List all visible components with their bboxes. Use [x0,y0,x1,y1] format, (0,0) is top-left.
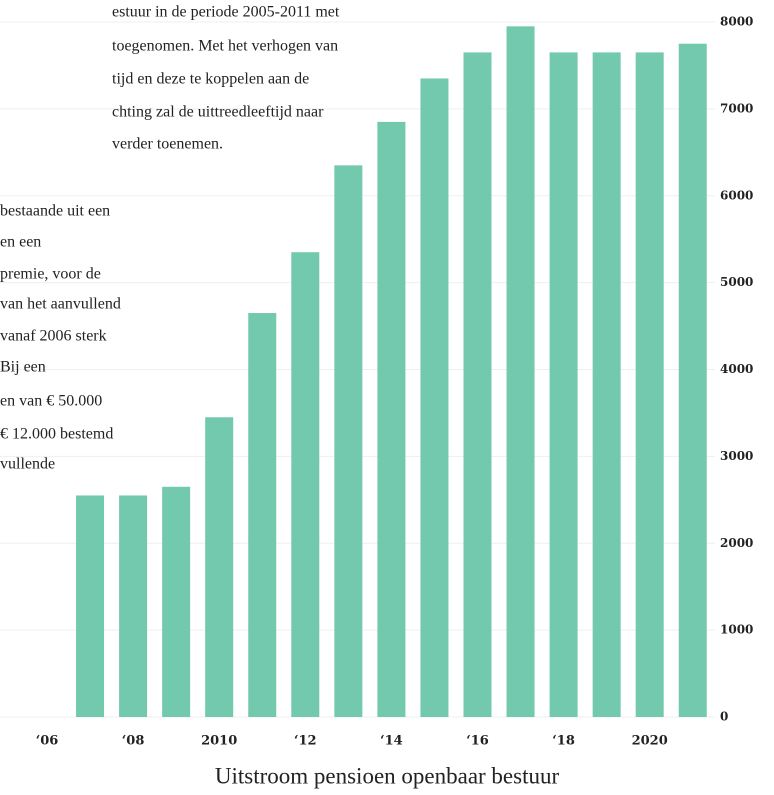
bar [549,52,578,717]
x-tick-label: 2010 [201,734,237,749]
y-tick-label: 4000 [720,362,753,376]
chart-title: Uitstroom pensioen openbaar bestuur [215,763,560,788]
bar [205,417,234,717]
x-tick-label: ‘06 [36,734,59,749]
annotation: € 12.000 bestemd [0,426,113,443]
bar [248,313,277,717]
x-tick-label: ‘18 [552,734,575,749]
bar [635,52,664,717]
y-tick-label: 7000 [720,101,753,115]
bar [291,252,320,717]
annotation: bestaande uit een [0,203,110,220]
bar [76,495,105,717]
annotation: estuur in de periode 2005-2011 met [112,4,340,21]
bar [592,52,621,717]
bar [162,486,191,717]
annotation: tijd en deze te koppelen aan de [112,71,309,88]
annotation: vanaf 2006 sterk [0,328,107,345]
annotation: chting zal de uittreedleeftijd naar [112,104,324,121]
bar [334,165,363,717]
annotation: toegenomen. Met het verhogen van [112,38,338,55]
bar [420,78,449,717]
bar [463,52,492,717]
y-tick-label: 6000 [720,188,753,202]
y-tick-label: 2000 [720,536,753,550]
y-tick-label: 0 [720,710,728,724]
x-tick-label: ‘14 [380,734,403,749]
annotation: en van € 50.000 [0,393,102,410]
annotation: premie, voor de [0,266,101,283]
x-tick-label: ‘12 [294,734,317,749]
annotation: vullende [0,456,55,473]
bar [119,495,148,717]
bar [506,26,535,717]
x-tick-label: ‘16 [466,734,489,749]
y-tick-label: 5000 [720,275,753,289]
annotation: Bij een [0,359,46,376]
y-tick-label: 8000 [720,15,753,29]
y-tick-label: 3000 [720,449,753,463]
annotation: verder toenemen. [112,136,223,153]
bar [377,121,406,717]
x-tick-label: 2020 [632,734,668,749]
annotation: en een [0,234,41,251]
x-tick-label: ‘08 [122,734,145,749]
annotation: van het aanvullend [0,296,121,313]
y-tick-label: 1000 [720,623,753,637]
bar [678,43,707,717]
